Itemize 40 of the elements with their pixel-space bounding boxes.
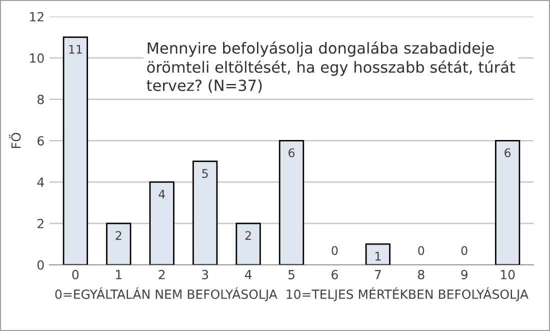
y-tick-label: 0 xyxy=(38,260,44,270)
data-label: 0 xyxy=(332,246,338,256)
y-tick-label: 10 xyxy=(30,53,44,63)
x-tick-label: 9 xyxy=(461,270,468,280)
text: Mennyire befolyásolja dongalába szabadideje örömteli eltöltését, ha egy hosszabb sétát, túrát tervez? (N=37) xyxy=(146,41,516,93)
data-label: 2 xyxy=(116,231,122,240)
bar xyxy=(278,140,304,265)
bar xyxy=(494,140,520,265)
x-tick-label: 7 xyxy=(374,270,381,280)
x-axis-title: 0=EGYÁLTALÁN NEM BEFOLYÁSOLJA 10=TELJES MÉRTÉKBEN BEFOLYÁSOLJA xyxy=(55,287,528,302)
data-label: 0 xyxy=(418,246,424,256)
x-tick-label: 2 xyxy=(158,270,165,280)
data-label: 2 xyxy=(245,231,251,240)
x-tick-label: 1 xyxy=(116,270,122,280)
data-label: 1 xyxy=(375,252,381,261)
data-label: 6 xyxy=(504,148,511,158)
bar xyxy=(149,181,174,265)
y-tick-label: 6 xyxy=(38,136,44,146)
x-tick-label: 0 xyxy=(72,270,79,280)
bar xyxy=(365,243,391,265)
bar xyxy=(236,222,261,265)
bar xyxy=(106,222,132,265)
y-tick-label: 4 xyxy=(37,178,44,187)
x-tick-label: 5 xyxy=(288,270,294,280)
data-label: 11 xyxy=(69,45,82,54)
y-axis-title: FŐ xyxy=(9,132,21,148)
x-tick-label: 10 xyxy=(500,270,515,280)
x-tick-label: 8 xyxy=(418,270,424,280)
x-tick-label: 6 xyxy=(332,270,338,280)
data-label: 6 xyxy=(288,148,295,158)
data-label: 4 xyxy=(158,190,165,198)
data-label: 5 xyxy=(202,169,208,178)
bar xyxy=(192,160,218,265)
x-tick-label: 4 xyxy=(244,270,252,280)
y-tick-label: 12 xyxy=(30,12,44,22)
y-tick-label: 8 xyxy=(38,94,44,104)
bar xyxy=(62,36,88,265)
data-label: 0 xyxy=(461,246,468,256)
x-tick-label: 3 xyxy=(202,270,208,280)
y-tick-label: 2 xyxy=(38,218,44,228)
